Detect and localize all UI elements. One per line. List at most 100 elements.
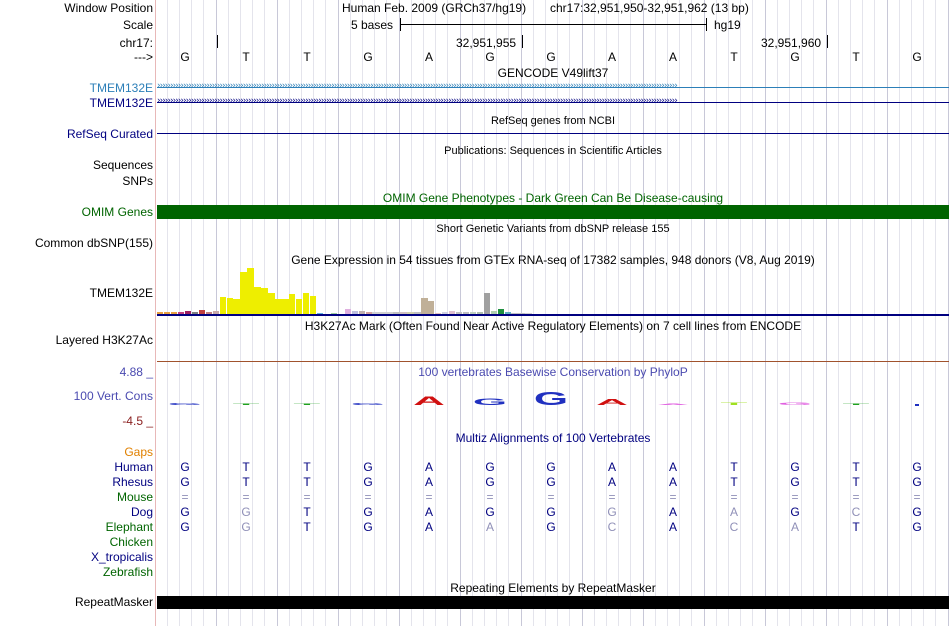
gtex-tissue-bar[interactable] [469, 312, 477, 314]
gtex-tissue-bar[interactable] [393, 312, 400, 314]
refseq-gene-line[interactable] [157, 133, 949, 134]
gtex-gene-label[interactable]: TMEM132E [89, 286, 153, 300]
gtex-tissue-bar[interactable] [254, 287, 261, 314]
gtex-tissue-bar[interactable] [455, 312, 463, 314]
alignment-base: G [180, 475, 190, 489]
gencode-gene-label-1[interactable]: TMEM132E [89, 81, 153, 95]
refseq-curated-label[interactable]: RefSeq Curated [66, 127, 153, 141]
gtex-tissue-bar[interactable] [441, 312, 449, 314]
base-letter: G [546, 50, 556, 64]
alignment-base: T [730, 475, 738, 489]
gtex-tissue-bar[interactable] [414, 312, 421, 314]
gtex-tissue-bar[interactable] [497, 309, 504, 314]
gencode-transcript-1[interactable] [157, 87, 949, 88]
window-position-label[interactable]: Window Position [64, 1, 153, 15]
gtex-tissue-bar[interactable] [275, 299, 282, 314]
gtex-tissue-bar[interactable] [435, 313, 442, 314]
species-label[interactable]: Zebrafish [102, 565, 153, 579]
gtex-tissue-bar[interactable] [177, 312, 185, 314]
gtex-tissue-bar[interactable] [296, 299, 303, 314]
gtex-tissue-bar[interactable] [309, 296, 317, 314]
alignment-base: G [363, 460, 373, 474]
gaps-label[interactable]: Gaps [124, 445, 153, 459]
gtex-tissue-bar[interactable] [330, 313, 338, 314]
gtex-tissue-bar[interactable] [247, 268, 254, 314]
species-label[interactable]: Mouse [116, 490, 153, 504]
gtex-tissue-bar[interactable] [163, 312, 171, 314]
gtex-tissue-bar[interactable] [157, 312, 164, 314]
alignment-base: G [241, 520, 251, 534]
gtex-tissue-bar[interactable] [428, 301, 435, 314]
species-label[interactable]: Dog [130, 505, 153, 519]
alignment-base: A [607, 475, 616, 489]
gtex-tissue-bar[interactable] [212, 311, 220, 314]
scale-text: 5 bases [351, 18, 394, 32]
alignment-base: T [303, 460, 311, 474]
gtex-tissue-bar[interactable] [407, 312, 414, 314]
sequences-label[interactable]: Sequences [92, 158, 153, 172]
gtex-tissue-bar[interactable] [233, 299, 240, 314]
gtex-tissue-bar[interactable] [184, 311, 192, 314]
gtex-tissue-bar[interactable] [316, 313, 324, 314]
h3k27ac-signal-line [157, 361, 949, 362]
gtex-tissue-bar[interactable] [462, 312, 470, 314]
gtex-tissue-bar[interactable] [191, 312, 199, 314]
species-label[interactable]: Human [114, 460, 153, 474]
gtex-tissue-bar[interactable] [261, 288, 268, 314]
species-label[interactable]: Rhesus [112, 475, 153, 489]
species-label[interactable]: Elephant [105, 520, 153, 534]
gtex-tissue-bar[interactable] [511, 313, 518, 314]
omim-gene-bar[interactable] [157, 205, 949, 219]
species-label[interactable]: Chicken [109, 535, 153, 549]
gtex-tissue-bar[interactable] [198, 310, 206, 314]
alignment-base: = [730, 490, 738, 504]
phylop-track-label[interactable]: 100 Vert. Cons [73, 389, 153, 403]
common-dbsnp-label[interactable]: Common dbSNP(155) [34, 236, 153, 250]
snps-label[interactable]: SNPs [122, 174, 153, 188]
chromosome-label[interactable]: chr17: [119, 36, 153, 50]
gtex-tissue-bar[interactable] [289, 294, 296, 314]
gtex-tissue-bar[interactable] [351, 311, 359, 314]
repeatmasker-label[interactable]: RepeatMasker [74, 595, 153, 609]
gtex-tissue-bar[interactable] [226, 298, 233, 314]
gtex-tissue-bar[interactable] [490, 311, 498, 314]
gtex-tissue-bar[interactable] [400, 312, 407, 314]
phylop-letter: T [294, 404, 321, 406]
strand-label[interactable]: ---> [134, 50, 153, 64]
gtex-tissue-bar[interactable] [219, 297, 226, 314]
assembly-text: Human Feb. 2009 (GRCh37/hg19) [342, 1, 527, 15]
gencode-transcript-2[interactable] [157, 102, 949, 103]
gtex-tissue-bar[interactable] [372, 312, 379, 314]
gtex-tissue-bar[interactable] [240, 272, 247, 314]
alignment-base: T [242, 460, 250, 474]
phylop-letter: A [413, 394, 445, 407]
alignment-base: G [363, 505, 373, 519]
gtex-tissue-bar[interactable] [358, 311, 365, 314]
gtex-tissue-bar[interactable] [448, 311, 456, 314]
gtex-tissue-bar[interactable] [518, 313, 525, 314]
gtex-tissue-bar[interactable] [282, 299, 289, 314]
position-text: chr17:32,951,950-32,951,962 (13 bp) [550, 1, 749, 15]
alignment-base: = [791, 490, 799, 504]
gtex-tissue-bar[interactable] [379, 312, 386, 314]
h3k27ac-label[interactable]: Layered H3K27Ac [55, 333, 153, 347]
gtex-tissue-bar[interactable] [365, 312, 372, 314]
gtex-tissue-bar[interactable] [476, 312, 484, 314]
gtex-tissue-bar[interactable] [483, 293, 491, 314]
gtex-tissue-bar[interactable] [170, 312, 178, 314]
gtex-tissue-bar[interactable] [386, 312, 393, 314]
omim-genes-label[interactable]: OMIM Genes [81, 205, 153, 219]
gencode-gene-label-2[interactable]: TMEM132E [89, 96, 153, 110]
gtex-tissue-bar[interactable] [504, 312, 511, 314]
gtex-tissue-bar[interactable] [344, 309, 352, 314]
gtex-tissue-bar[interactable] [525, 313, 532, 314]
repeatmasker-element-bar[interactable] [157, 596, 949, 609]
scale-label[interactable]: Scale [122, 18, 153, 32]
gtex-tissue-bar[interactable] [268, 293, 275, 314]
gtex-tissue-bar[interactable] [421, 298, 428, 314]
species-label[interactable]: X_tropicalis [90, 550, 153, 564]
gtex-tissue-bar[interactable] [302, 293, 310, 314]
gtex-tissue-bar[interactable] [205, 312, 213, 314]
gtex-expression-chart[interactable] [157, 266, 949, 314]
